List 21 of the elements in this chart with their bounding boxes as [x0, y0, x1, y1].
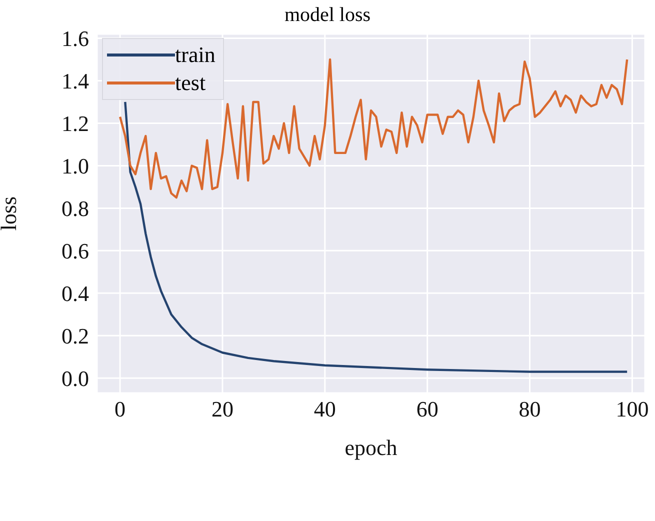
legend-label: test — [175, 69, 206, 97]
y-tick-label: 1.0 — [62, 154, 89, 179]
y-tick-label: 1.2 — [62, 111, 89, 136]
y-tick-label: 1.4 — [62, 68, 89, 94]
line-series — [124, 100, 628, 373]
y-tick-label: 0.2 — [62, 323, 89, 348]
legend-label: train — [175, 41, 216, 69]
x-tick-label: 40 — [314, 396, 336, 422]
x-axis-title: epoch — [344, 435, 398, 460]
x-tick-label: 0 — [114, 396, 126, 422]
chart-title: model loss — [283, 4, 372, 27]
x-tick-label: 80 — [518, 396, 541, 422]
y-axis-title: loss — [0, 196, 21, 231]
y-tick-label: 0.4 — [62, 280, 89, 306]
x-tick-label: 60 — [416, 396, 438, 422]
y-tick-label: 1.6 — [62, 26, 89, 52]
x-tick-label: 100 — [616, 396, 649, 422]
x-tick-label: 20 — [211, 396, 234, 422]
y-tick-label: 0.6 — [62, 238, 89, 264]
y-tick-label: 0.8 — [62, 196, 89, 221]
y-tick-label: 0.0 — [62, 366, 89, 391]
